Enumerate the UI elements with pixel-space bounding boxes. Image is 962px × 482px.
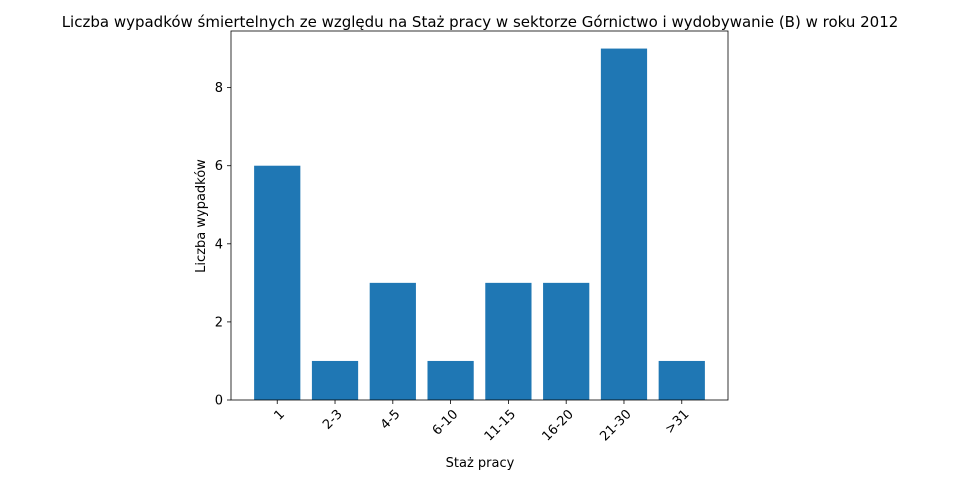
x-tick-label: 16-20 [540, 407, 577, 444]
chart-title: Liczba wypadków śmiertelnych ze względu … [62, 13, 899, 31]
x-axis-label: Staż pracy [446, 456, 515, 471]
bar-6-10 [427, 360, 474, 400]
y-tick-label: 2 [215, 315, 223, 330]
y-tick-label: 4 [215, 237, 223, 252]
y-tick-label: 6 [215, 159, 223, 174]
x-tick-label: 2-3 [320, 407, 346, 433]
bar-21-30 [600, 48, 648, 400]
y-axis-label: Liczba wypadków [194, 159, 209, 273]
x-tick-label: 1 [271, 407, 287, 423]
bar-4-5 [369, 282, 416, 400]
bar-11-15 [485, 282, 532, 400]
bar-16-20 [543, 282, 590, 400]
plot-frame [230, 30, 729, 401]
x-tick-label: >31 [662, 407, 692, 437]
x-tick-label: 21-30 [597, 407, 634, 444]
x-tick-label: 11-15 [482, 407, 519, 444]
x-tick-label: 4-5 [378, 407, 404, 433]
bars-layer [254, 48, 705, 400]
bar-1 [254, 165, 301, 400]
y-tick-label: 8 [215, 81, 223, 96]
x-tick-label: 6-10 [430, 407, 461, 438]
bar-2-3 [311, 360, 359, 400]
bar->31 [658, 360, 705, 400]
y-tick-label: 0 [215, 394, 223, 409]
